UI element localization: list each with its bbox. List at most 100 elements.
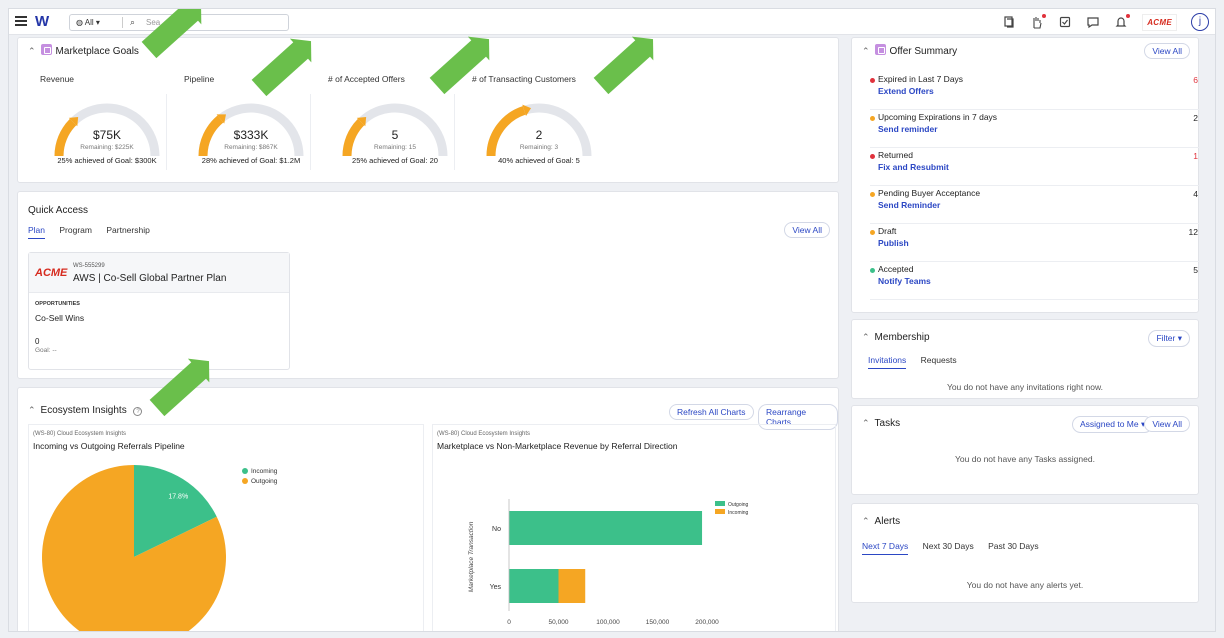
pie-slice-incoming[interactable] [134,465,217,557]
tab-next-7-days[interactable]: Next 7 Days [862,541,909,555]
legend-label: Incoming [728,510,749,516]
menu-icon[interactable] [15,16,27,26]
offer-summary-header[interactable]: ⌃ Offer Summary [862,44,957,57]
membership-header[interactable]: ⌃ Membership [862,332,930,343]
y-tick-label: Yes [490,584,502,591]
gauge-progress [486,106,526,157]
legend-swatch [715,509,725,514]
membership-title: Membership [874,332,930,343]
offer-row-count: 2 [1193,113,1198,123]
goal-achieved: 40% achieved of Goal: 5 [498,156,580,165]
goal-label: # of Accepted Offers [328,74,405,84]
rearrange-charts-button[interactable]: Rearrange Charts [758,404,838,430]
offer-row-action-link[interactable]: Send reminder [878,124,938,134]
plan-id: WS-555299 [73,263,105,269]
refresh-all-charts-button[interactable]: Refresh All Charts [669,404,754,420]
tasks-header[interactable]: ⌃ Tasks [862,418,900,429]
tab-past-30-days[interactable]: Past 30 Days [988,541,1039,551]
app-logo[interactable]: W [35,13,50,30]
marketplace-goals-header[interactable]: ⌃ Marketplace Goals [28,44,139,57]
gauge-progress [54,118,77,157]
plan-goal: Goal: -- [35,347,57,354]
copy-icon[interactable] [1002,15,1016,29]
tab-partnership[interactable]: Partnership [106,225,150,235]
membership-tabs: Invitations Requests [868,355,969,369]
bell-icon[interactable] [1114,14,1131,29]
offer-summary-card: ⌃ Offer Summary View All Expired in Last … [851,37,1200,313]
bar-chart-tag: (WS-80) Cloud Ecosystem Insights [437,431,531,437]
goal-achieved: 28% achieved of Goal: $1.2M [201,156,301,165]
pie-chart-title: Incoming vs Outgoing Referrals Pipeline [33,441,185,451]
gauge-arrow-head [216,114,226,124]
plan-card-header [29,253,289,293]
company-logo[interactable]: ACME [1142,13,1177,31]
offer-row-action-link[interactable]: Notify Teams [878,276,931,286]
marketplace-goals-card: ⌃ Marketplace Goals Revenue $75K Remaining:… [17,37,839,183]
assigned-to-me-select[interactable]: Assigned to Me ▾ [1072,416,1154,433]
search-scope-select[interactable]: ◍ All ▾ [76,18,100,27]
goal-value: 5 [391,128,399,142]
status-dot [870,268,875,273]
search-divider [122,17,123,28]
hand-icon[interactable] [1030,14,1047,29]
offer-row-action-link[interactable]: Send Reminder [878,200,941,210]
alerts-title: Alerts [874,516,901,527]
collapse-icon[interactable]: ⌃ [862,418,870,428]
goal-label: Revenue [40,74,75,84]
offer-summary-row: Accepted Notify Teams 5 [870,262,1200,300]
collapse-icon[interactable]: ⌃ [862,516,870,526]
plan-name[interactable]: AWS | Co-Sell Global Partner Plan [73,273,227,284]
help-icon[interactable]: ? [133,407,143,416]
tab-program[interactable]: Program [59,225,92,235]
pie-slice-outgoing[interactable] [42,465,226,632]
offer-summary-row: Pending Buyer Acceptance Send Reminder 4 [870,186,1200,224]
offer-row-action-link[interactable]: Extend Offers [878,86,934,96]
membership-filter-button[interactable]: Filter ▾ [1148,330,1190,347]
tab-next-30-days[interactable]: Next 30 Days [922,541,974,551]
status-dot [870,230,875,235]
offer-badge-icon [874,44,886,55]
tab-plan[interactable]: Plan [28,225,46,239]
status-dot [870,192,875,197]
goal-label: Pipeline [184,74,215,84]
y-tick-label: No [492,526,501,533]
offer-row-count: 6 [1193,75,1198,85]
tab-requests[interactable]: Requests [920,355,957,365]
gauge-progress [342,118,365,157]
goal-gauge [54,103,160,157]
offer-row-label: Upcoming Expirations in 7 days [878,112,998,122]
offer-row-count: 4 [1193,189,1198,199]
offer-row-action-link[interactable]: Fix and Resubmit [878,162,949,172]
search-input[interactable]: Sea [146,18,161,27]
user-avatar[interactable]: j [1191,13,1209,31]
tasks-view-all-button[interactable]: View All [1144,416,1190,432]
collapse-icon[interactable]: ⌃ [862,332,870,342]
x-tick-label: 150,000 [646,619,670,626]
quick-access-view-all-button[interactable]: View All [784,222,830,238]
offer-summary-view-all-button[interactable]: View All [1144,43,1190,59]
ecosystem-insights-header[interactable]: ⌃ Ecosystem Insights ? [28,405,143,416]
offer-summary-row: Returned Fix and Resubmit 1 [870,148,1200,186]
checkbox-icon[interactable] [1058,15,1072,29]
offer-row-action-link[interactable]: Publish [878,238,909,248]
plan-card[interactable]: ACME WS-555299 AWS | Co-Sell Global Part… [28,252,290,370]
collapse-icon[interactable]: ⌃ [28,46,36,56]
alerts-header[interactable]: ⌃ Alerts [862,516,900,527]
status-dot [870,78,875,83]
goal-gauge [342,103,448,157]
tab-invitations[interactable]: Invitations [868,355,907,369]
legend-label[interactable]: Incoming [251,468,278,475]
pie-chart-tag: (WS-80) Cloud Ecosystem Insights [33,431,127,437]
goal-value: $333K [233,128,269,142]
top-bar: W ◍ All ▾ ⌕ Sea ACME j [9,9,1215,35]
goal-achieved: 25% achieved of Goal: 20 [352,156,438,165]
plan-section-label: OPPORTUNITIES [35,301,80,307]
legend-label[interactable]: Outgoing [251,478,278,485]
chat-icon[interactable] [1086,15,1100,29]
goals-badge-icon [40,44,52,55]
bar-chart-title: Marketplace vs Non-Marketplace Revenue b… [437,441,678,451]
collapse-icon[interactable]: ⌃ [28,405,36,415]
legend-label: Outgoing [728,502,749,508]
collapse-icon[interactable]: ⌃ [862,46,870,56]
